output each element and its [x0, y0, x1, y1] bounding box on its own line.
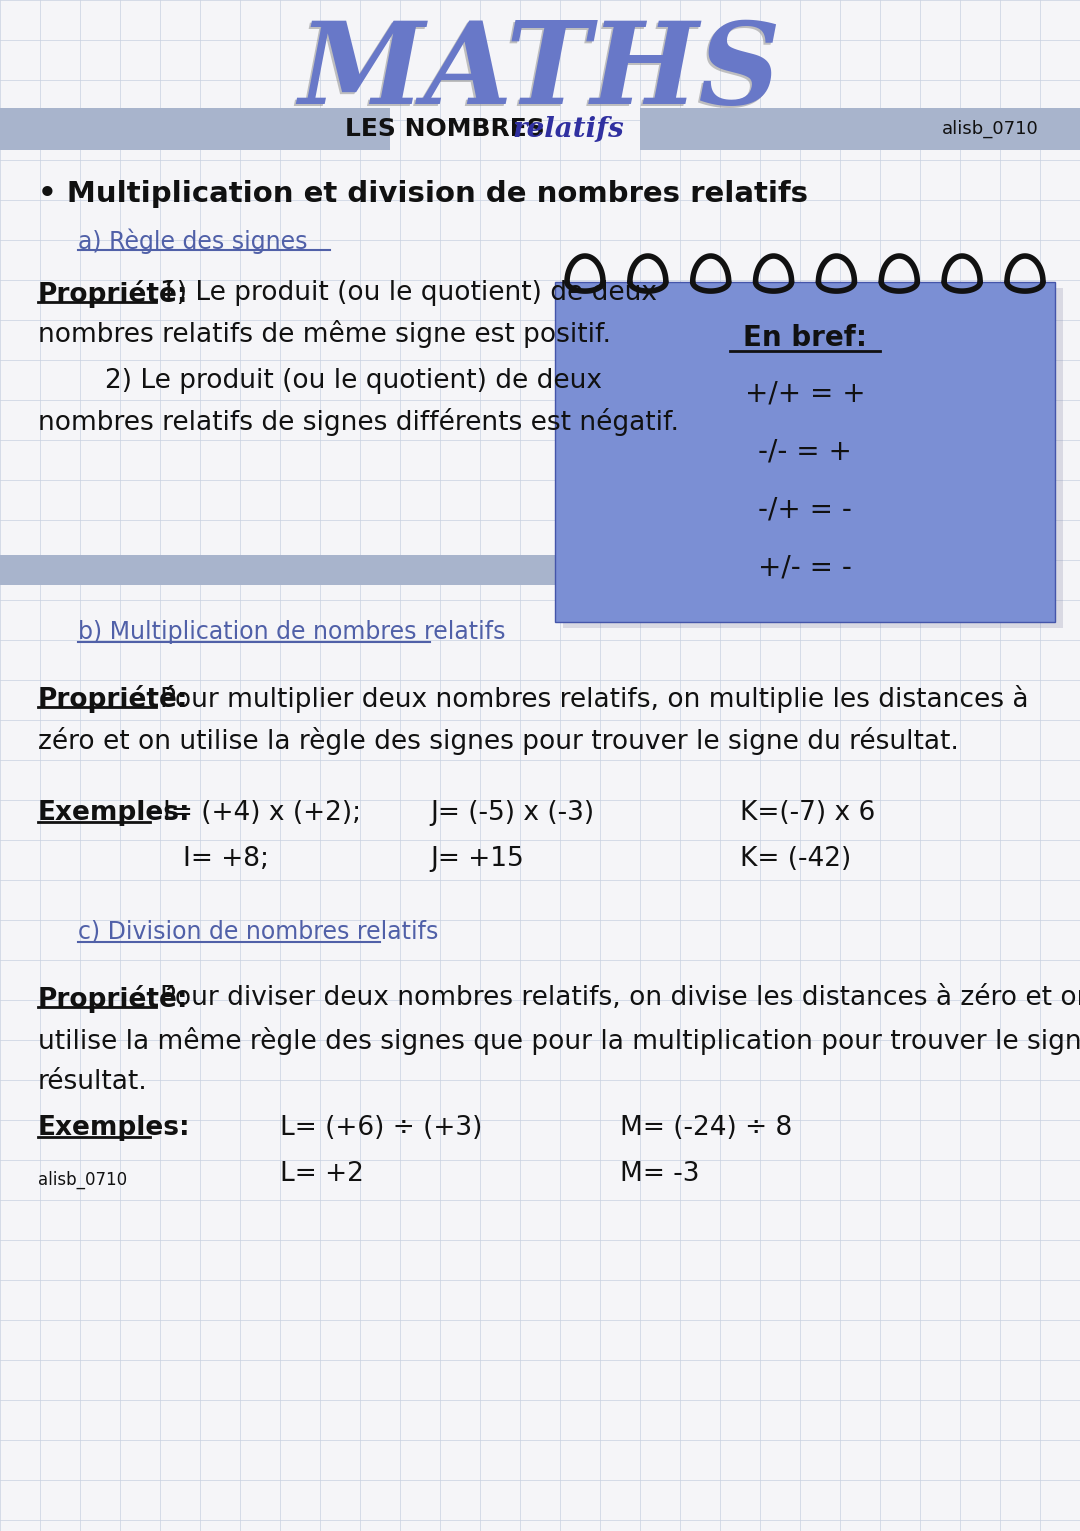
Text: K= (-42): K= (-42): [740, 847, 851, 873]
Bar: [563, 288, 1063, 628]
Text: L= (+6) ÷ (+3): L= (+6) ÷ (+3): [280, 1115, 483, 1141]
Text: utilise la même règle des signes que pour la multiplication pour trouver le sign: utilise la même règle des signes que pou…: [38, 1027, 1080, 1055]
Bar: [0, 556, 660, 585]
Text: zéro et on utilise la règle des signes pour trouver le signe du résultat.: zéro et on utilise la règle des signes p…: [38, 727, 959, 755]
Text: +/- = -: +/- = -: [758, 553, 852, 580]
Text: J= (-5) x (-3): J= (-5) x (-3): [430, 801, 594, 827]
Text: +/+ = +: +/+ = +: [745, 380, 865, 407]
Text: Pour multiplier deux nombres relatifs, on multiplie les distances à: Pour multiplier deux nombres relatifs, o…: [160, 684, 1028, 713]
Text: alisb_0710: alisb_0710: [942, 119, 1038, 138]
Text: 1) Le produit (ou le quotient) de deux: 1) Le produit (ou le quotient) de deux: [160, 280, 657, 306]
Text: Propriété:: Propriété:: [38, 280, 189, 308]
Text: LES NOMBRES: LES NOMBRES: [346, 116, 545, 141]
Text: Exemples:: Exemples:: [38, 1115, 191, 1141]
Text: I= +8;: I= +8;: [183, 847, 269, 873]
Text: M= -3: M= -3: [620, 1160, 700, 1187]
Text: alisb_0710: alisb_0710: [38, 1171, 127, 1190]
Text: J= +15: J= +15: [430, 847, 524, 873]
Text: nombres relatifs de même signe est positif.: nombres relatifs de même signe est posit…: [38, 320, 611, 348]
Text: b) Multiplication de nombres relatifs: b) Multiplication de nombres relatifs: [78, 620, 505, 645]
Text: En bref:: En bref:: [743, 325, 867, 352]
Text: MATHS: MATHS: [297, 18, 780, 130]
Bar: [0, 109, 390, 150]
Bar: [555, 282, 1055, 622]
Text: Pour diviser deux nombres relatifs, on divise les distances à zéro et on: Pour diviser deux nombres relatifs, on d…: [160, 984, 1080, 1010]
Text: Exemples:: Exemples:: [38, 801, 191, 827]
Text: M= (-24) ÷ 8: M= (-24) ÷ 8: [620, 1115, 793, 1141]
Bar: [640, 109, 1080, 150]
Text: I= (+4) x (+2);: I= (+4) x (+2);: [163, 801, 361, 827]
Text: • Multiplication et division de nombres relatifs: • Multiplication et division de nombres …: [38, 181, 808, 208]
Text: L= +2: L= +2: [280, 1160, 364, 1187]
Text: relatifs: relatifs: [512, 115, 624, 142]
Text: -/+ = -: -/+ = -: [758, 495, 852, 524]
Text: a) Règle des signes: a) Règle des signes: [78, 228, 308, 254]
Text: 2) Le produit (ou le quotient) de deux: 2) Le produit (ou le quotient) de deux: [38, 367, 602, 393]
Text: MATHS: MATHS: [299, 17, 781, 127]
Text: résultat.: résultat.: [38, 1069, 148, 1095]
Text: Propriété:: Propriété:: [38, 984, 189, 1014]
Text: c) Division de nombres relatifs: c) Division de nombres relatifs: [78, 920, 438, 945]
Text: Propriété:: Propriété:: [38, 684, 189, 713]
Text: nombres relatifs de signes différents est négatif.: nombres relatifs de signes différents es…: [38, 407, 679, 436]
Text: K=(-7) x 6: K=(-7) x 6: [740, 801, 875, 827]
Text: -/- = +: -/- = +: [758, 436, 852, 465]
